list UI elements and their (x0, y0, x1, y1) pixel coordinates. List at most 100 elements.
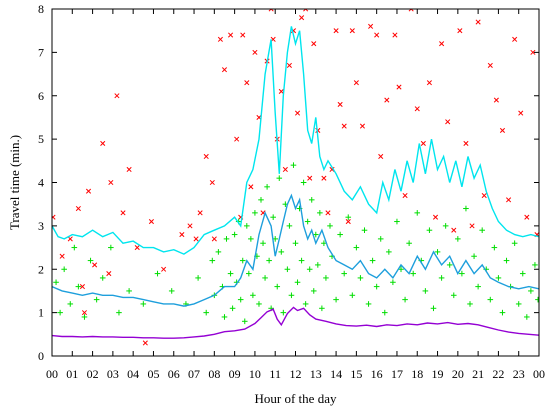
data-point-plus (270, 214, 276, 220)
data-point-plus (286, 223, 293, 229)
x-tick-label: 13 (310, 367, 322, 381)
data-point-x (179, 231, 185, 238)
data-point-plus (290, 162, 297, 168)
data-point-x (221, 67, 228, 73)
data-point-x (359, 123, 366, 129)
data-point-x (203, 153, 209, 160)
y-tick-label: 2 (38, 262, 44, 276)
data-point-plus (323, 275, 329, 281)
data-point-x (329, 166, 335, 173)
data-point-x (392, 32, 398, 38)
x-tick-label: 21 (472, 367, 484, 381)
data-point-x (368, 23, 374, 29)
data-point-plus (357, 275, 364, 281)
data-point-plus (519, 270, 526, 277)
data-point-plus (450, 292, 457, 299)
data-point-x (211, 236, 217, 242)
series-line-3 (52, 193, 539, 307)
data-point-plus (491, 244, 498, 251)
data-point-plus (246, 270, 252, 277)
x-tick-label: 06 (168, 367, 180, 381)
data-point-plus (345, 214, 352, 220)
data-point-x (384, 97, 390, 103)
x-tick-label: 15 (350, 367, 362, 381)
data-point-plus (327, 223, 333, 229)
data-point-plus (195, 275, 201, 281)
data-point-plus (75, 283, 82, 290)
data-point-plus (475, 283, 481, 290)
y-tick-label: 3 (38, 219, 44, 233)
y-tick-label: 1 (38, 306, 44, 320)
x-tick-label: 19 (432, 367, 444, 381)
data-point-x (457, 28, 463, 34)
data-point-plus (108, 244, 114, 251)
data-point-plus (312, 231, 319, 238)
data-point-plus (223, 236, 230, 242)
data-point-plus (231, 231, 238, 238)
data-point-x (286, 62, 292, 68)
data-point-x (499, 127, 506, 134)
data-point-x (396, 84, 402, 90)
x-tick-label: 00 (533, 367, 545, 381)
data-point-x (439, 41, 445, 47)
data-point-plus (140, 301, 147, 307)
data-point-x (512, 36, 518, 42)
data-point-x (487, 62, 493, 68)
data-point-x (524, 214, 530, 220)
x-tick-label: 09 (229, 367, 241, 381)
data-point-plus (410, 270, 416, 277)
data-point-x (420, 140, 426, 147)
data-point-x (268, 9, 274, 12)
x-tick-label: 10 (249, 367, 261, 381)
x-tick-label: 07 (188, 367, 200, 381)
data-point-plus (252, 210, 258, 216)
data-point-x (134, 245, 140, 251)
series-line-2 (52, 26, 539, 255)
data-point-plus (302, 301, 309, 307)
data-point-plus (306, 266, 313, 273)
data-point-x (197, 210, 203, 216)
data-point-plus (203, 309, 210, 316)
data-point-plus (239, 257, 246, 264)
data-point-plus (463, 205, 469, 212)
data-point-x (493, 97, 499, 103)
data-point-x (114, 93, 120, 99)
data-point-plus (168, 288, 175, 294)
data-point-plus (414, 210, 421, 216)
data-point-x (228, 32, 234, 38)
data-point-plus (258, 197, 264, 203)
x-tick-label: 17 (391, 367, 403, 381)
data-point-x (469, 223, 475, 229)
data-point-plus (278, 249, 285, 255)
data-point-plus (434, 249, 441, 255)
data-point-plus (479, 227, 485, 234)
data-point-plus (386, 249, 392, 255)
data-point-plus (422, 288, 429, 294)
data-point-plus (341, 270, 347, 277)
data-point-plus (487, 296, 494, 303)
data-point-plus (280, 309, 287, 316)
data-point-plus (426, 227, 433, 234)
data-point-plus (292, 240, 299, 247)
x-tick-label: 01 (66, 367, 78, 381)
data-point-plus (532, 262, 538, 268)
data-point-plus (394, 218, 400, 225)
data-point-x (85, 188, 92, 194)
x-tick-label: 03 (107, 367, 119, 381)
data-point-x (282, 166, 288, 173)
data-point-x (120, 210, 126, 216)
data-point-x (530, 49, 536, 55)
data-point-plus (369, 257, 376, 264)
data-point-x (518, 110, 524, 116)
data-point-x (142, 340, 148, 346)
data-point-plus (99, 275, 106, 281)
data-point-x (92, 262, 98, 268)
x-tick-label: 12 (290, 367, 302, 381)
data-point-x (209, 179, 215, 186)
data-point-plus (276, 175, 283, 181)
data-point-x (475, 19, 481, 25)
plot-layer (52, 9, 539, 346)
data-point-x (463, 140, 469, 147)
data-point-x (445, 119, 451, 125)
data-point-plus (319, 305, 325, 312)
